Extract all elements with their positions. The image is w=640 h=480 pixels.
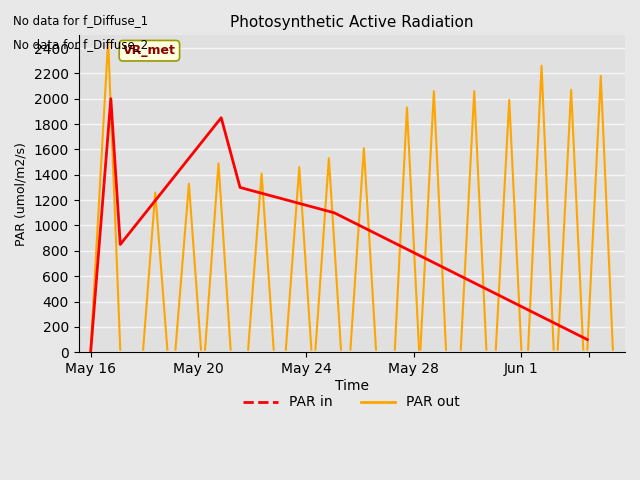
Title: Photosynthetic Active Radiation: Photosynthetic Active Radiation xyxy=(230,15,474,30)
X-axis label: Time: Time xyxy=(335,379,369,393)
Text: No data for f_Diffuse_2: No data for f_Diffuse_2 xyxy=(13,38,148,51)
Text: VR_met: VR_met xyxy=(123,44,176,57)
Y-axis label: PAR (umol/m2/s): PAR (umol/m2/s) xyxy=(15,142,28,246)
Text: No data for f_Diffuse_1: No data for f_Diffuse_1 xyxy=(13,14,148,27)
Legend: PAR in, PAR out: PAR in, PAR out xyxy=(238,390,466,415)
